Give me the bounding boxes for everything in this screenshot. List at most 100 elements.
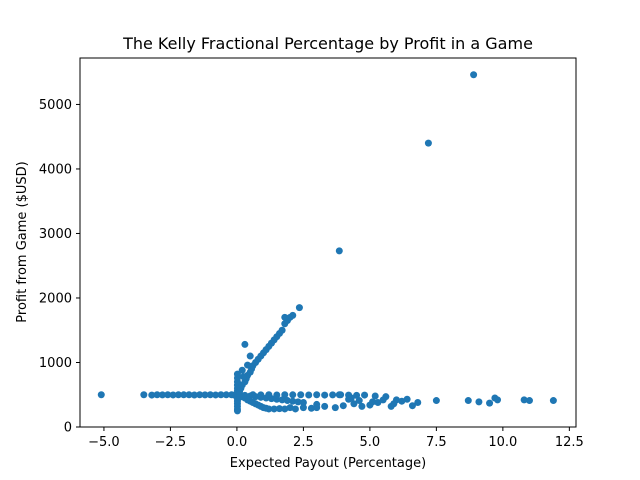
x-tick-label: 12.5 xyxy=(555,435,584,450)
y-tick-label: 2000 xyxy=(39,291,72,306)
data-point xyxy=(403,395,411,403)
data-point xyxy=(371,392,379,400)
data-point xyxy=(299,404,307,412)
data-point xyxy=(244,361,252,369)
data-point xyxy=(278,396,286,404)
data-point xyxy=(201,391,209,399)
data-points xyxy=(97,71,557,415)
data-point xyxy=(196,391,204,399)
data-point xyxy=(233,370,241,378)
data-point xyxy=(464,397,472,405)
data-point xyxy=(313,400,321,408)
data-point xyxy=(520,396,528,404)
x-tick-label: 5.0 xyxy=(360,435,381,450)
data-point xyxy=(414,398,422,406)
data-point xyxy=(281,391,289,399)
data-point xyxy=(180,391,188,399)
data-point xyxy=(281,405,289,413)
x-tick-label: 0.0 xyxy=(227,435,248,450)
data-point xyxy=(148,391,156,399)
data-point xyxy=(424,139,432,147)
data-point xyxy=(238,366,246,374)
data-point xyxy=(408,402,416,410)
x-axis-ticks: −5.0 −2.5 0.0 2.5 5.0 7.5 10.0 12.5 xyxy=(88,427,584,450)
data-point xyxy=(233,407,241,415)
x-axis-label: Expected Payout (Percentage) xyxy=(230,456,426,471)
data-point xyxy=(347,394,355,402)
data-point xyxy=(350,400,358,408)
y-tick-label: 4000 xyxy=(39,162,72,177)
data-point xyxy=(289,391,297,399)
data-point xyxy=(241,340,249,348)
data-point xyxy=(206,391,214,399)
data-point xyxy=(398,397,406,405)
data-point xyxy=(153,391,161,399)
data-point xyxy=(432,397,440,405)
data-point xyxy=(164,391,172,399)
data-point xyxy=(249,391,257,399)
data-point xyxy=(295,304,303,312)
data-point xyxy=(549,397,557,405)
data-point xyxy=(369,398,377,406)
data-point xyxy=(273,391,281,399)
data-point xyxy=(275,405,283,413)
data-point xyxy=(355,397,363,405)
y-axis-label: Profit from Game ($USD) xyxy=(15,161,30,322)
data-point xyxy=(331,404,339,412)
data-point xyxy=(329,391,337,399)
data-point xyxy=(222,391,230,399)
data-point xyxy=(470,71,478,79)
data-point xyxy=(321,402,329,410)
data-point xyxy=(270,405,278,413)
data-point xyxy=(294,398,302,406)
data-point xyxy=(307,404,315,412)
x-tick-label: 2.5 xyxy=(293,435,314,450)
y-tick-label: 5000 xyxy=(39,98,72,113)
data-point xyxy=(321,391,329,399)
data-point xyxy=(525,397,533,405)
data-point xyxy=(297,391,305,399)
y-axis-ticks: 0 1000 2000 3000 4000 5000 xyxy=(39,98,80,436)
data-point xyxy=(390,400,398,408)
data-point xyxy=(299,398,307,406)
data-point xyxy=(475,398,483,406)
data-point xyxy=(289,397,297,405)
data-point xyxy=(240,373,248,381)
data-point xyxy=(283,397,291,405)
data-point xyxy=(236,393,244,401)
x-tick-label: −2.5 xyxy=(155,435,187,450)
data-point xyxy=(494,396,502,404)
data-point xyxy=(97,391,105,399)
data-point xyxy=(246,352,254,360)
data-point xyxy=(339,402,347,410)
data-point xyxy=(257,391,265,399)
data-point xyxy=(335,247,343,255)
x-tick-label: 10.0 xyxy=(488,435,517,450)
data-point xyxy=(313,391,321,399)
data-point xyxy=(169,391,177,399)
data-point xyxy=(217,391,225,399)
data-point xyxy=(241,391,249,399)
data-point xyxy=(361,391,369,399)
data-point xyxy=(212,391,220,399)
data-point xyxy=(174,391,182,399)
data-point xyxy=(358,402,366,410)
data-point xyxy=(486,399,494,407)
data-point xyxy=(286,404,294,412)
data-point xyxy=(140,391,148,399)
data-point xyxy=(265,391,273,399)
data-point xyxy=(305,391,313,399)
chart-title: The Kelly Fractional Percentage by Profi… xyxy=(122,34,533,53)
y-tick-label: 3000 xyxy=(39,227,72,242)
data-point xyxy=(289,311,297,319)
data-point xyxy=(158,391,166,399)
data-point xyxy=(190,391,198,399)
x-tick-label: 7.5 xyxy=(426,435,447,450)
data-point xyxy=(291,405,299,413)
data-point xyxy=(374,398,382,406)
data-point xyxy=(185,391,193,399)
data-point xyxy=(335,391,343,399)
data-point xyxy=(379,396,387,404)
